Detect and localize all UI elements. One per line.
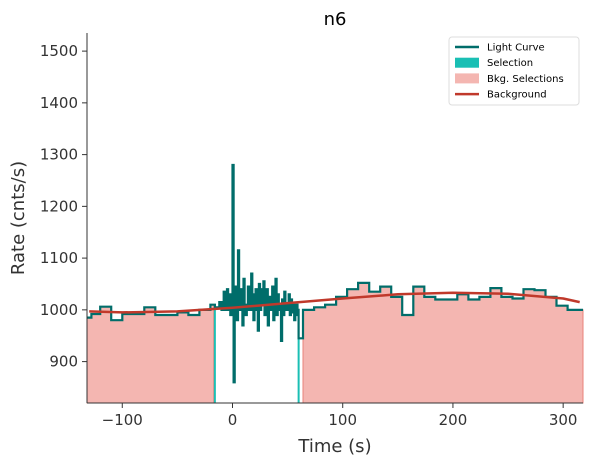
y-tick-label: 1100 (40, 249, 78, 267)
bkg-selection-region-2 (302, 282, 584, 404)
bkg-selection-region-1 (86, 304, 215, 404)
axes (86, 33, 583, 404)
legend: Light Curve Selection Bkg. Selections Backg… (448, 36, 580, 106)
legend-label: Light Curve (487, 43, 545, 54)
x-tick-label: −100 (102, 411, 143, 429)
x-tick-label: 0 (228, 411, 238, 429)
x-axis-label: Time (s) (297, 436, 371, 457)
chart-title: n6 (324, 9, 347, 30)
y-tick-label: 1000 (40, 301, 78, 319)
y-axis-ticks: 900 1000 1100 1200 1300 1400 1500 (40, 42, 87, 371)
legend-swatch-patch (455, 73, 479, 84)
y-tick-label: 1200 (40, 197, 78, 215)
x-tick-label: 300 (549, 411, 578, 429)
light-curve-line (87, 163, 583, 384)
x-tick-label: 200 (439, 411, 468, 429)
legend-label: Background (487, 90, 547, 101)
y-tick-label: 900 (49, 353, 78, 371)
legend-label: Bkg. Selections (487, 74, 564, 85)
source-selection-region (213, 307, 300, 403)
y-tick-label: 1400 (40, 94, 78, 112)
y-axis-label: Rate (cnts/s) (8, 161, 29, 275)
light-curve-series (87, 163, 583, 384)
legend-swatch-patch (455, 57, 479, 68)
background-line (89, 291, 580, 314)
legend-label: Selection (487, 58, 533, 69)
y-tick-label: 1300 (40, 146, 78, 164)
x-axis-ticks: −100 0 100 200 300 (102, 403, 578, 429)
x-tick-label: 100 (328, 411, 357, 429)
legend-box (448, 36, 580, 106)
y-tick-label: 1500 (40, 42, 78, 60)
background-model-series (89, 291, 580, 314)
